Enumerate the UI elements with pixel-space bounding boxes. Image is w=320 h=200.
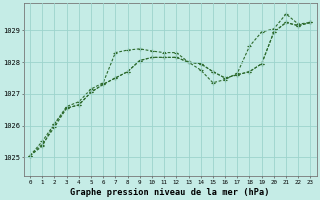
X-axis label: Graphe pression niveau de la mer (hPa): Graphe pression niveau de la mer (hPa) (70, 188, 270, 197)
